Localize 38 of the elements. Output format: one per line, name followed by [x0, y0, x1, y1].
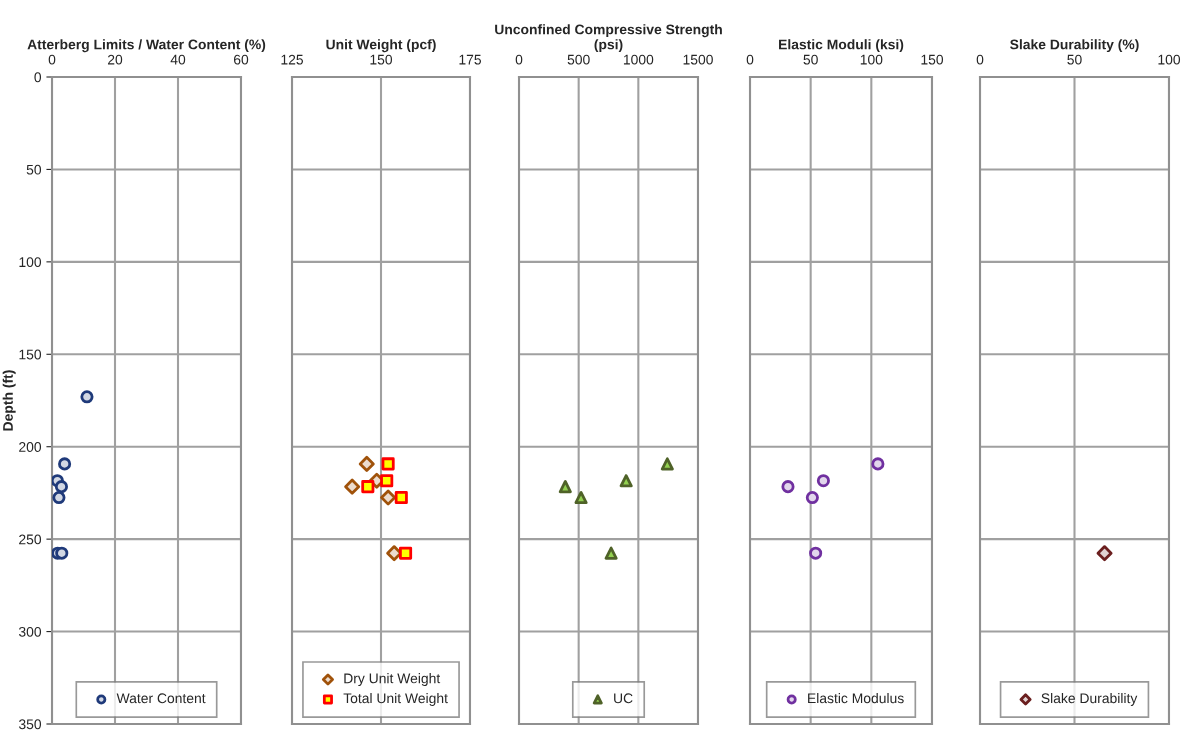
legend-label: Dry Unit Weight	[344, 673, 441, 687]
x-tick-label: 150	[370, 54, 393, 65]
chart-title: Atterberg Limits / Water Content (%)	[27, 39, 266, 53]
x-tick-label: 100	[1158, 54, 1181, 65]
y-tick-label: 0	[34, 72, 42, 83]
x-tick-label: 60	[233, 54, 249, 65]
x-tick-label: 50	[803, 54, 818, 65]
chart-title: Unit Weight (pcf)	[326, 39, 436, 53]
x-tick-label: 100	[860, 54, 883, 65]
y-tick-label: 350	[18, 719, 42, 730]
legend-label: Water Content	[116, 693, 206, 704]
x-tick-label: 175	[459, 54, 482, 65]
legend-label: Slake Durability	[1041, 693, 1138, 706]
x-tick-label: 50	[1067, 54, 1082, 65]
x-tick-label: 150	[921, 54, 944, 65]
x-tick-label: 0	[48, 54, 56, 65]
x-tick-label: 20	[107, 54, 123, 65]
y-axis-title: Depth (ft)	[2, 370, 16, 431]
x-tick-label: 0	[976, 54, 984, 65]
x-tick-label: 0	[515, 54, 523, 65]
x-tick-label: 40	[170, 54, 186, 65]
x-tick-label: 1000	[623, 54, 654, 65]
y-tick-label: 150	[19, 349, 42, 360]
x-tick-label: 1500	[683, 54, 713, 65]
y-tick-label: 200	[19, 442, 42, 452]
chart-title: Slake Durability (%)	[1010, 39, 1139, 53]
x-tick-label: 125	[281, 54, 304, 65]
legend-label: UC	[614, 693, 633, 704]
x-tick-label: 0	[746, 54, 754, 65]
chart-title: Unconfined Compressive Strength (psi)	[495, 24, 722, 53]
legend-label: Elastic Modulus	[808, 693, 904, 704]
x-tick-label: 500	[567, 54, 590, 65]
y-tick-label: 100	[19, 257, 42, 268]
chart-title: Elastic Moduli (ksi)	[779, 39, 904, 53]
y-tick-label: 50	[26, 164, 42, 175]
legend-label: Total Unit Weight	[343, 693, 448, 706]
y-tick-label: 250	[19, 534, 42, 545]
y-tick-label: 300	[18, 626, 42, 637]
